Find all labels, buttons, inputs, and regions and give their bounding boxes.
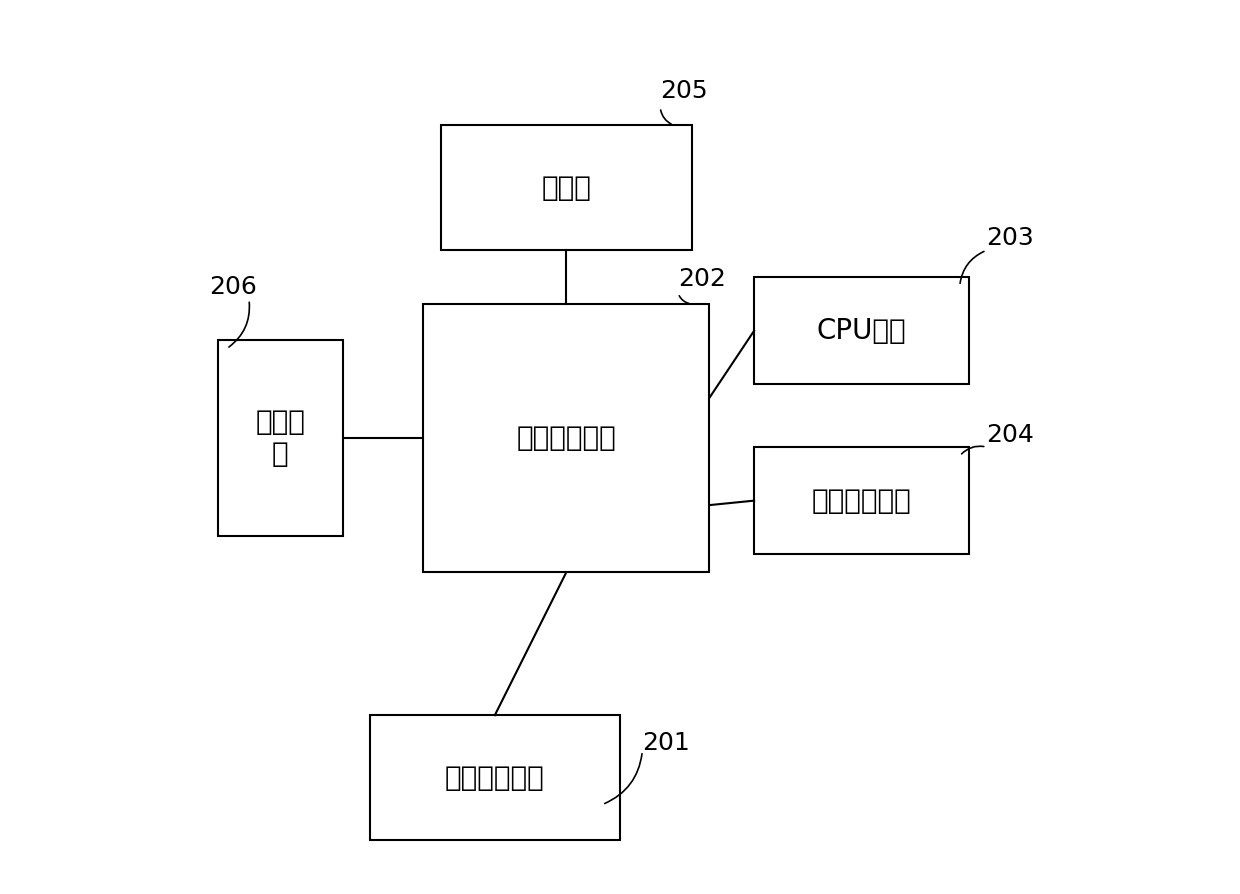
FancyBboxPatch shape: [754, 277, 968, 384]
FancyBboxPatch shape: [423, 304, 709, 572]
FancyBboxPatch shape: [370, 715, 620, 840]
Text: 201: 201: [642, 731, 691, 755]
Text: 磁盘阵列模块: 磁盘阵列模块: [811, 486, 911, 515]
Text: 网络接口模块: 网络接口模块: [445, 763, 544, 792]
FancyBboxPatch shape: [754, 447, 968, 554]
Text: 204: 204: [987, 423, 1034, 447]
Text: 206: 206: [208, 275, 257, 299]
Text: 交换引擎模块: 交换引擎模块: [517, 424, 616, 452]
FancyBboxPatch shape: [218, 340, 342, 536]
Text: 205: 205: [660, 79, 708, 103]
Text: 包缓存
器: 包缓存 器: [255, 408, 305, 468]
Text: 203: 203: [987, 226, 1034, 250]
Text: CPU模块: CPU模块: [817, 316, 906, 345]
Text: 202: 202: [678, 266, 725, 291]
Text: 地址表: 地址表: [542, 173, 591, 202]
FancyBboxPatch shape: [441, 125, 692, 250]
